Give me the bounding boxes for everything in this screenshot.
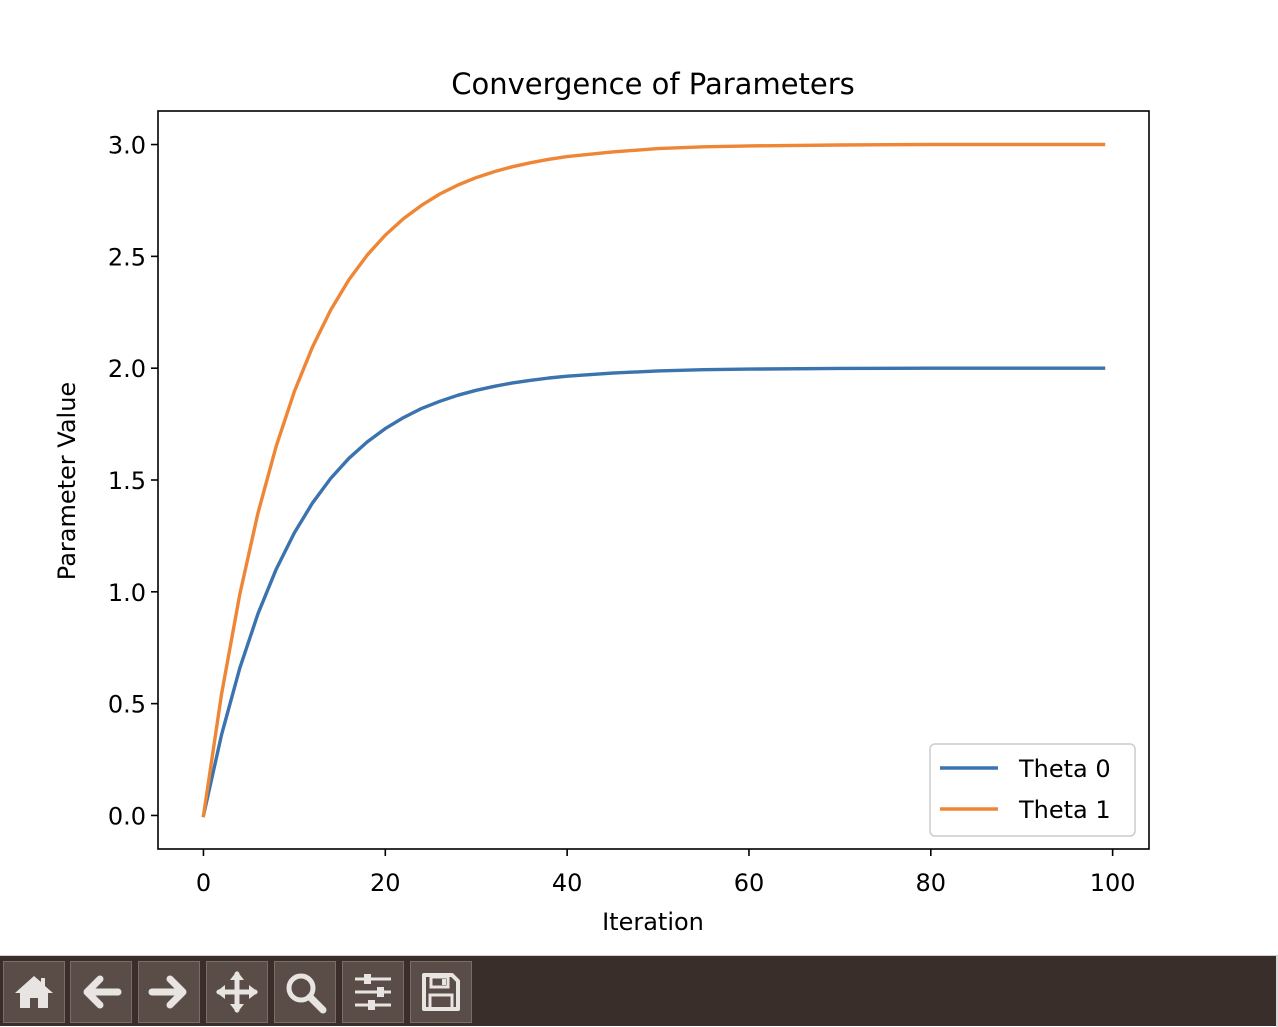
- x-tick-label: 20: [370, 869, 401, 897]
- x-tick-label: 40: [552, 869, 583, 897]
- save-icon: [422, 973, 460, 1011]
- zoom-icon: [286, 973, 327, 1014]
- legend-label-theta-1: Theta 1: [1018, 796, 1111, 824]
- y-axis-label: Parameter Value: [53, 382, 81, 580]
- legend-label-theta-0: Theta 0: [1018, 755, 1111, 783]
- home-button[interactable]: [3, 961, 65, 1023]
- configure-subplots-button[interactable]: [342, 961, 404, 1023]
- series-layer: [201, 142, 1106, 818]
- arrow-left-icon: [83, 975, 122, 1009]
- y-tick-label: 1.0: [108, 579, 146, 607]
- y-tick-label: 2.0: [108, 355, 146, 383]
- zoom-button[interactable]: [274, 961, 336, 1023]
- y-tick-label: 1.5: [108, 467, 146, 495]
- save-button[interactable]: [410, 961, 472, 1023]
- plot-frame: [157, 110, 1150, 850]
- navigation-toolbar: [0, 955, 1278, 1027]
- chart-title: Convergence of Parameters: [451, 67, 855, 101]
- y-tick-label: 0.0: [108, 802, 146, 830]
- series-line-theta-0: [201, 366, 1106, 818]
- y-tick-label: 2.5: [108, 243, 146, 271]
- legend: Theta 0 Theta 1: [929, 743, 1136, 837]
- x-tick-label: 80: [916, 869, 947, 897]
- series-line-theta-1: [201, 142, 1106, 818]
- x-axis-label: Iteration: [602, 908, 704, 936]
- figure: Convergence of Parameters Iteration Para…: [53, 67, 1150, 936]
- y-tick-label: 3.0: [108, 132, 146, 160]
- back-button[interactable]: [70, 961, 132, 1023]
- chart: Convergence of Parameters Iteration Para…: [53, 67, 1150, 936]
- x-axis-ticks: 0 20 40 60 80 100: [196, 849, 1136, 897]
- home-icon: [15, 976, 53, 1008]
- sliders-icon: [355, 974, 391, 1010]
- x-tick-label: 100: [1090, 869, 1136, 897]
- forward-button[interactable]: [138, 961, 200, 1023]
- y-tick-label: 0.5: [108, 691, 146, 719]
- move-icon: [216, 971, 258, 1013]
- x-tick-label: 60: [734, 869, 765, 897]
- y-axis-ticks: 0.0 0.5 1.0 1.5 2.0 2.5 3.0: [108, 132, 158, 830]
- x-tick-label: 0: [196, 869, 211, 897]
- arrow-right-icon: [148, 975, 187, 1009]
- pan-button[interactable]: [206, 961, 268, 1023]
